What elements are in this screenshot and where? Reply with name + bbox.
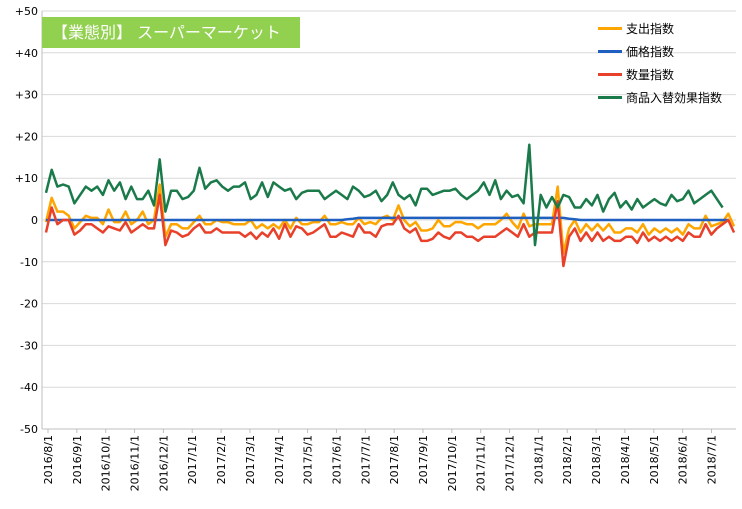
y-tick-label: -10 — [20, 256, 38, 269]
x-axis: 2016/8/1 2016/9/1 2016/10/1 2016/11/1 2016/1… — [42, 428, 736, 491]
y-tick-label: +50 — [15, 5, 38, 18]
legend-swatch — [598, 50, 622, 53]
legend-label: 支出指数 — [626, 22, 675, 36]
legend-item: 商品入替効果指数 — [598, 86, 722, 109]
legend-label: 価格指数 — [626, 45, 675, 59]
x-tick-label: 2017/4/1 — [273, 435, 286, 484]
x-tick-label: 2017/9/1 — [417, 435, 430, 484]
x-tick-label: 2018/1/1 — [532, 435, 545, 484]
x-tick-label: 2017/8/1 — [388, 435, 401, 484]
x-tick-label: 2017/1/1 — [186, 435, 199, 484]
x-tick-label: 2018/4/1 — [619, 435, 632, 484]
y-tick-label: 0 — [31, 214, 38, 227]
legend: 支出指数価格指数数量指数商品入替効果指数 — [598, 17, 722, 109]
chart-title: 【業態別】 スーパーマーケット — [42, 17, 300, 48]
x-tick-label: 2016/11/1 — [129, 435, 142, 491]
x-tick-label: 2017/2/1 — [215, 435, 228, 484]
series-line-1 — [46, 216, 729, 222]
series-lines — [44, 143, 736, 268]
x-tick-label: 2017/3/1 — [244, 435, 257, 484]
x-tick-label: 2017/5/1 — [302, 435, 315, 484]
legend-swatch — [598, 96, 622, 99]
y-tick-label: +20 — [15, 130, 38, 143]
x-tick-label: 2017/6/1 — [330, 435, 343, 484]
x-tick-label: 2017/10/1 — [446, 435, 459, 491]
x-tick-label: 2018/7/1 — [705, 435, 718, 484]
x-tick-label: 2016/10/1 — [100, 435, 113, 491]
y-tick-label: -40 — [20, 381, 38, 394]
series-line-2 — [44, 193, 736, 268]
x-tick-label: 2018/6/1 — [677, 435, 690, 484]
legend-label: 数量指数 — [626, 68, 675, 82]
x-tick-label: 2016/12/1 — [157, 435, 170, 491]
x-tick-label: 2018/3/1 — [590, 435, 603, 484]
y-tick-label: -30 — [20, 339, 38, 352]
legend-swatch — [598, 73, 622, 76]
series-line-3 — [44, 143, 724, 247]
y-tick-label: +40 — [15, 47, 38, 60]
x-tick-label: 2018/2/1 — [561, 435, 574, 484]
x-tick-label: 2017/12/1 — [504, 435, 517, 491]
y-axis: +50 +40 +30 +20 +10 0 -10 -20 -30 -40 -50 — [15, 5, 43, 436]
legend-item: 数量指数 — [598, 63, 722, 86]
x-tick-label: 2017/7/1 — [359, 435, 372, 484]
legend-label: 商品入替効果指数 — [626, 91, 723, 105]
y-tick-label: +10 — [15, 172, 38, 185]
legend-item: 支出指数 — [598, 17, 722, 40]
x-tick-label: 2018/5/1 — [648, 435, 661, 484]
x-tick-label: 2016/9/1 — [71, 435, 84, 484]
x-tick-label: 2016/8/1 — [42, 435, 55, 484]
y-tick-label: -20 — [20, 298, 38, 311]
legend-item: 価格指数 — [598, 40, 722, 63]
y-tick-label: +30 — [15, 89, 38, 102]
y-tick-label: -50 — [20, 423, 38, 436]
legend-swatch — [598, 27, 622, 30]
x-tick-label: 2017/11/1 — [475, 435, 488, 491]
